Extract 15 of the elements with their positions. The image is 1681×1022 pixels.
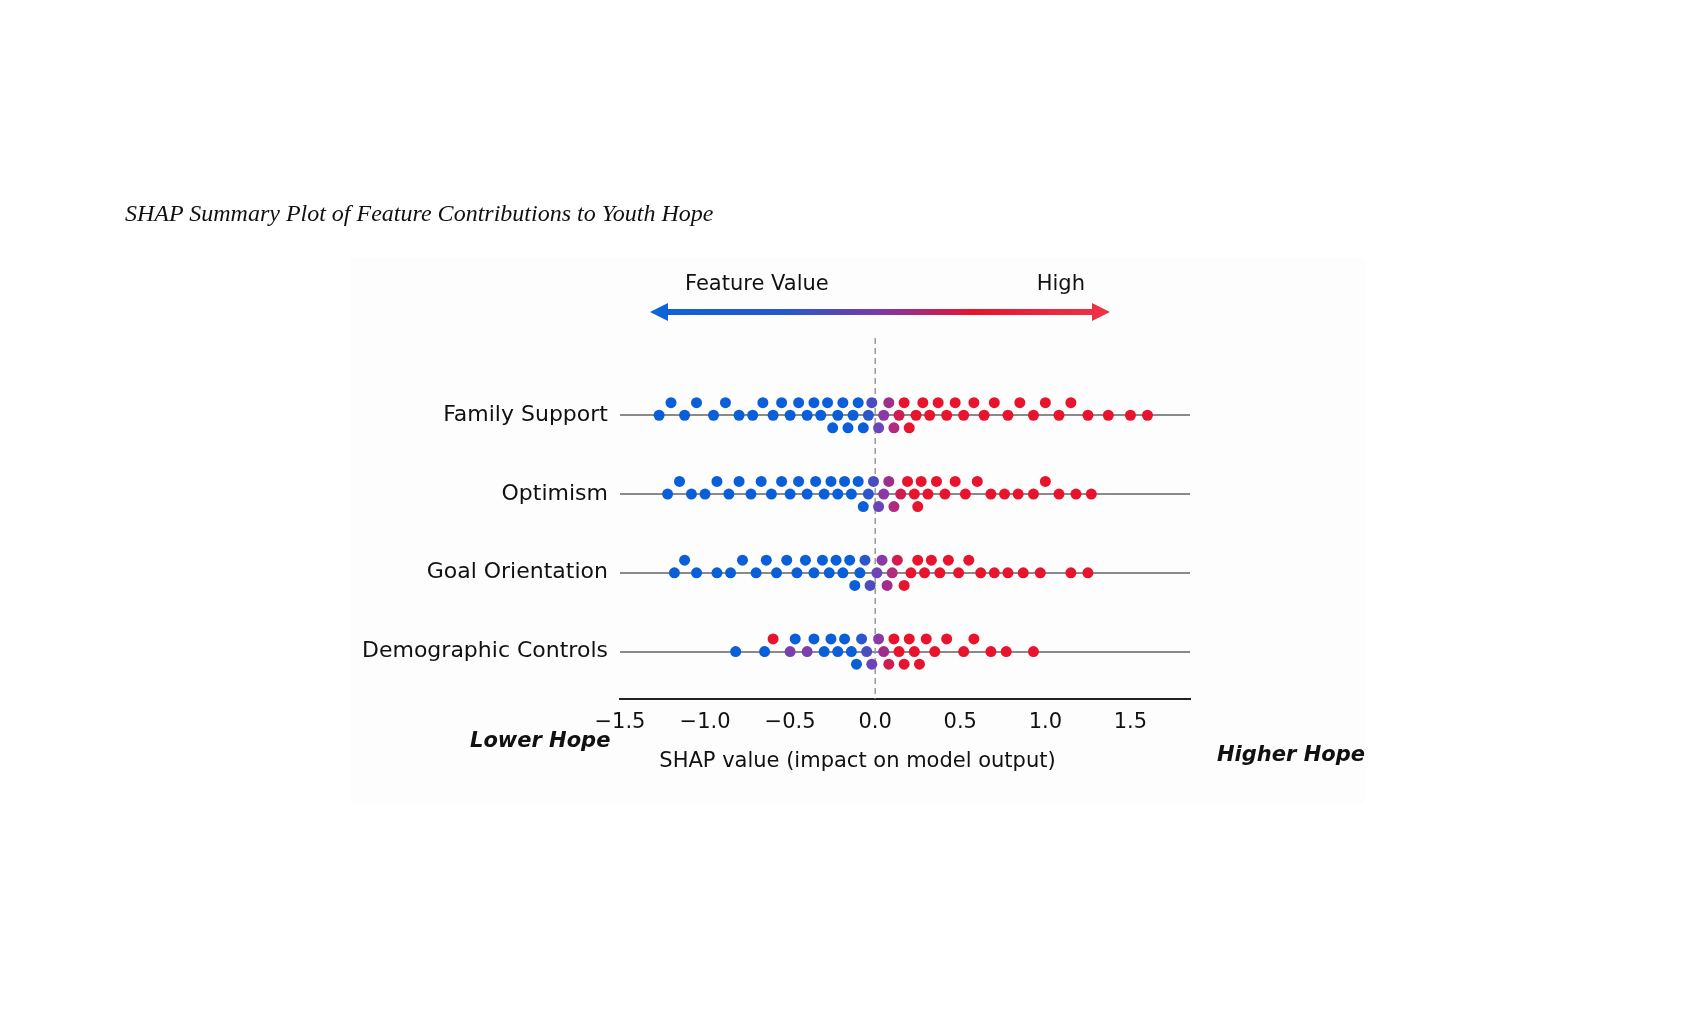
color-bar-title: Feature Value (685, 271, 829, 295)
y-tick-label: Optimism (501, 479, 608, 505)
x-tick-label: −1.0 (679, 708, 731, 733)
x-tick-label: 1.5 (1113, 708, 1148, 733)
text: High (1036, 271, 1085, 295)
x-tick-label: −0.5 (764, 708, 816, 733)
text: SHAP Summary Plot of Feature Contributions to Youth Hope (125, 200, 714, 227)
y-tick-label: Goal Orientation (426, 558, 608, 584)
y-tick-label: Demographic Controls (362, 637, 608, 663)
x-tick-label: 0.0 (858, 708, 892, 733)
x-tick-label: 1.0 (1028, 708, 1063, 733)
text: Higher Hope (1217, 742, 1365, 766)
x-tick-label: 0.5 (943, 708, 977, 733)
x-axis-title: SHAP value (impact on model output) (659, 748, 1056, 772)
y-tick-label: Family Support (443, 400, 609, 426)
